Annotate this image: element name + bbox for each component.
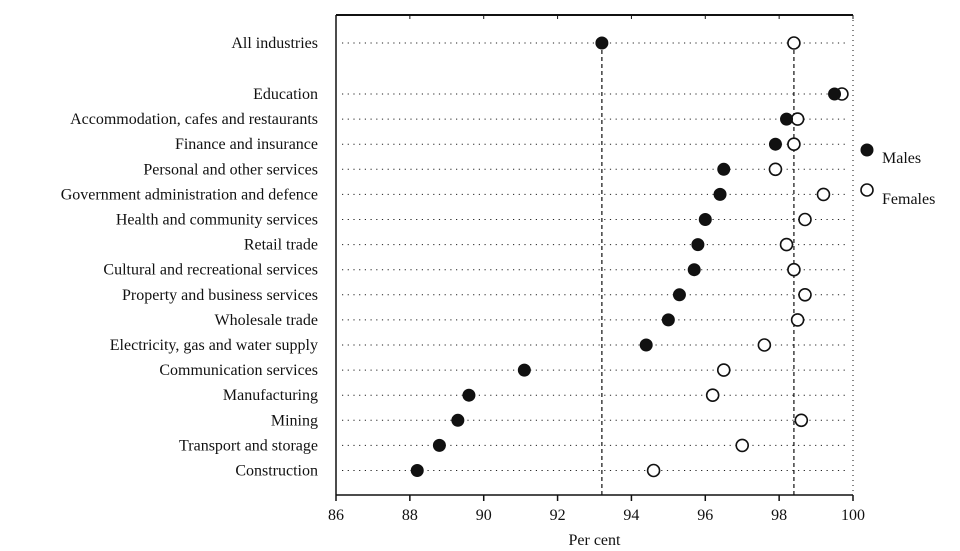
legend: Males Females (860, 143, 935, 208)
category-label: Education (253, 86, 318, 103)
x-tick-label: 96 (697, 507, 713, 524)
plot-frame (335, 14, 854, 496)
female-marker (787, 262, 801, 277)
male-marker (432, 438, 446, 452)
data-markers (410, 36, 849, 478)
male-marker (462, 388, 476, 402)
category-label: Construction (235, 463, 318, 480)
x-axis: 86 88 90 92 94 96 98 100 Per cent (328, 495, 865, 549)
category-label: Manufacturing (223, 387, 318, 404)
male-marker (687, 263, 701, 277)
category-label: Electricity, gas and water supply (110, 337, 318, 354)
female-marker (798, 287, 812, 302)
x-tick-label: 88 (402, 507, 418, 524)
category-label: Retail trade (244, 237, 318, 254)
category-label: Government administration and defence (61, 186, 318, 203)
male-marker (661, 313, 675, 327)
female-marker (798, 212, 812, 227)
category-label: Property and business services (122, 287, 318, 304)
legend-female-marker (860, 183, 874, 197)
female-marker (816, 187, 831, 202)
category-labels: All industries Education Accommodation, ca… (61, 35, 318, 480)
male-marker (780, 112, 794, 126)
category-label: Accommodation, cafes and restaurants (70, 111, 318, 128)
female-marker (790, 313, 805, 327)
x-tick-label: 86 (328, 507, 344, 524)
male-marker (639, 338, 653, 352)
category-label: Health and community services (116, 212, 318, 229)
legend-male-marker (860, 143, 874, 157)
male-marker (595, 36, 609, 50)
category-label: Wholesale trade (215, 312, 319, 329)
female-marker (768, 162, 783, 177)
x-tick-label: 98 (771, 507, 787, 524)
x-tick-label: 92 (550, 507, 566, 524)
female-marker (705, 388, 720, 403)
x-tick-label: 94 (623, 507, 639, 524)
x-tick-label: 90 (476, 507, 492, 524)
category-label: Cultural and recreational services (103, 262, 318, 279)
category-label: Personal and other services (143, 161, 318, 178)
male-marker (691, 238, 705, 252)
male-marker (717, 162, 731, 176)
male-marker (768, 137, 782, 151)
female-marker (787, 137, 801, 151)
female-marker (646, 463, 661, 478)
male-marker (517, 363, 531, 377)
category-label: All industries (231, 35, 318, 52)
male-marker (451, 413, 465, 427)
female-marker (735, 438, 750, 453)
male-marker (410, 464, 424, 477)
male-marker (828, 87, 842, 101)
female-marker (787, 36, 801, 50)
female-marker (779, 237, 794, 252)
category-label: Transport and storage (179, 437, 318, 454)
legend-male-label: Males (882, 150, 921, 167)
female-marker (716, 363, 731, 377)
female-marker (794, 413, 809, 428)
male-marker (672, 288, 686, 302)
male-marker (713, 187, 727, 201)
category-label: Communication services (159, 362, 318, 379)
legend-female-label: Females (882, 191, 935, 208)
female-marker (790, 112, 805, 126)
dotted-guides (342, 42, 849, 471)
female-marker (757, 338, 772, 352)
x-tick-label: 100 (841, 507, 865, 524)
category-label: Mining (271, 412, 318, 429)
x-axis-title: Per cent (569, 532, 622, 549)
male-marker (698, 213, 712, 226)
category-label: Finance and insurance (175, 136, 318, 153)
